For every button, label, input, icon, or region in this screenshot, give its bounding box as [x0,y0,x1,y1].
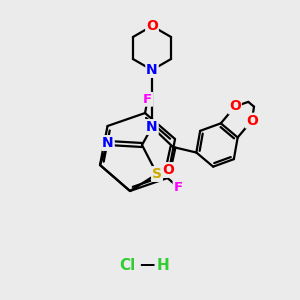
Text: N: N [146,63,158,77]
Text: O: O [229,100,241,113]
Text: F: F [143,93,152,106]
Text: S: S [152,167,162,181]
Text: H: H [157,257,169,272]
Text: F: F [173,181,183,194]
Text: Cl: Cl [119,257,135,272]
Text: O: O [246,114,258,128]
Text: N: N [102,136,114,150]
Text: O: O [146,19,158,33]
Text: —: — [139,257,155,272]
Text: O: O [162,163,174,177]
Text: N: N [146,120,158,134]
